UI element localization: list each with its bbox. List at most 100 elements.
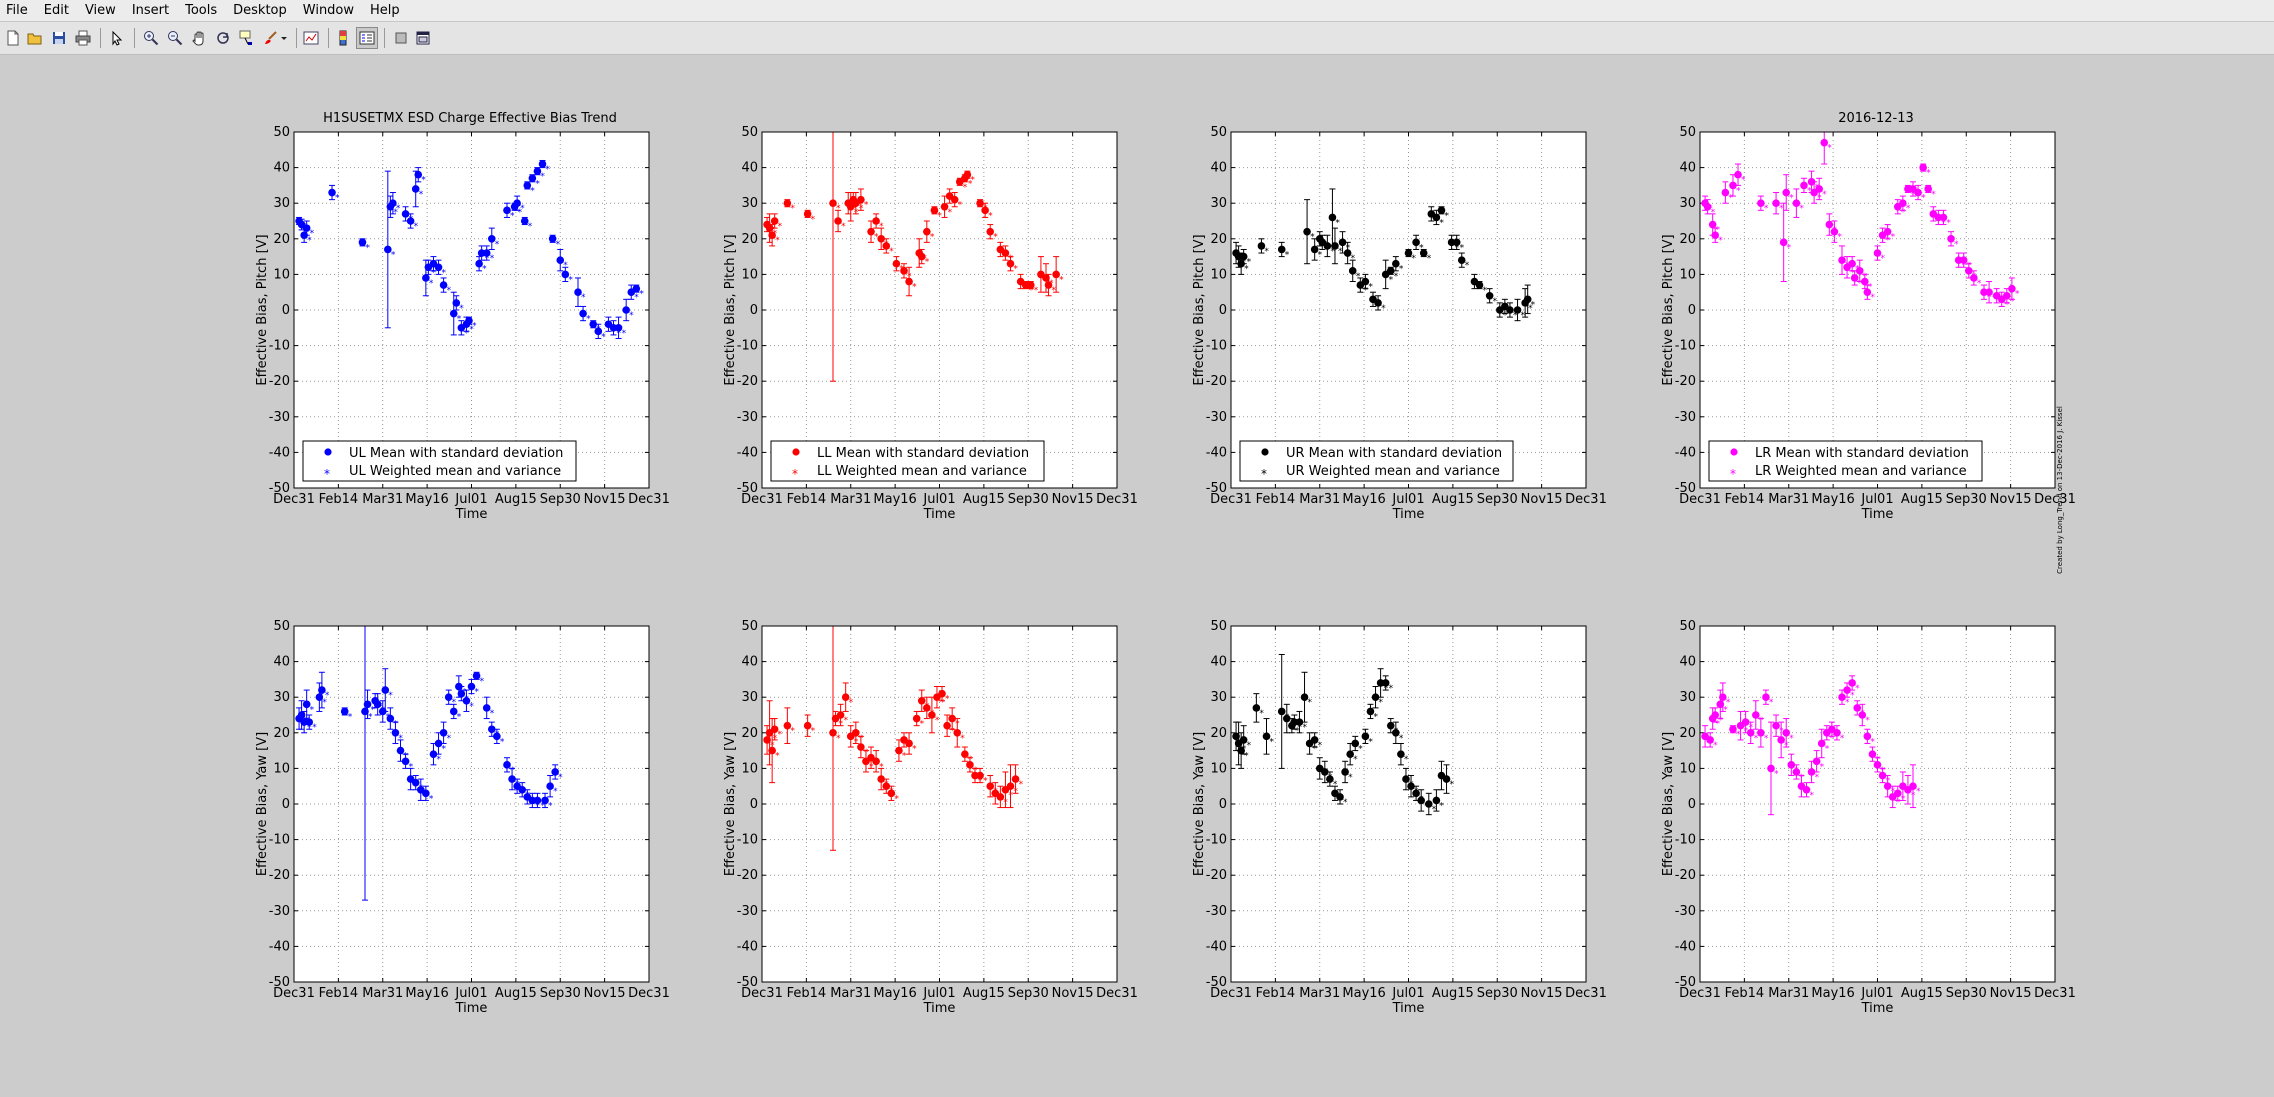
weighted-mean-point: *	[1822, 190, 1827, 200]
new-figure-icon[interactable]	[2, 27, 24, 49]
mean-point	[923, 227, 931, 236]
subplot-ur-pitch: Dec31 Feb14 Mar31 May16 Jul01 Aug15 Sep30 Nov15…	[1192, 125, 1607, 522]
weighted-mean-point: *	[1439, 218, 1444, 228]
menu-file[interactable]: File	[6, 3, 28, 18]
weighted-mean-point: *	[841, 222, 846, 232]
weighted-mean-point: *	[1379, 698, 1384, 708]
rotate-3d-icon[interactable]	[212, 27, 234, 49]
weighted-mean-point: *	[1726, 698, 1731, 708]
mean-point	[768, 231, 776, 240]
axes-box	[1699, 625, 2056, 983]
y-tick-label: 40	[1679, 655, 1696, 670]
menu-window[interactable]: Window	[302, 3, 355, 18]
x-tick-label: Nov15	[584, 492, 626, 507]
legend: LL Mean with standard deviation * LL Weigh…	[770, 440, 1045, 482]
x-tick-label: Dec31	[628, 492, 670, 507]
mean-point	[487, 725, 496, 734]
mean-point	[414, 170, 423, 179]
y-tick-label: -30	[737, 904, 758, 919]
y-tick-label: -30	[269, 904, 290, 919]
weighted-mean-point: *	[1247, 258, 1252, 268]
link-plot-icon[interactable]	[300, 27, 322, 49]
y-tick-label: -40	[737, 939, 758, 954]
data-series: **************************************	[1232, 653, 1455, 816]
weighted-mean-point: *	[958, 201, 963, 211]
weighted-mean-point: *	[1450, 780, 1455, 790]
weighted-mean-point: *	[1711, 208, 1716, 218]
dropdown-arrow-icon[interactable]	[278, 27, 290, 49]
menu-desktop[interactable]: Desktop	[233, 3, 287, 18]
legend-box	[1708, 440, 1983, 482]
legend-entry-mean: LR Mean with standard deviation	[1755, 446, 1969, 461]
weighted-mean-point: *	[1270, 737, 1275, 747]
mean-point	[1830, 227, 1839, 236]
mean-point	[452, 299, 461, 307]
weighted-mean-point: *	[1906, 204, 1911, 214]
brush-icon[interactable]	[260, 27, 282, 49]
legend-icon[interactable]	[356, 27, 378, 49]
y-tick-label: -20	[737, 374, 758, 389]
mean-point	[556, 256, 565, 264]
zoom-out-icon[interactable]	[164, 27, 186, 49]
weighted-mean-point: *	[993, 233, 998, 243]
weighted-mean-point: *	[1528, 304, 1533, 314]
menu-insert[interactable]: Insert	[131, 3, 170, 18]
mean-point	[1751, 711, 1760, 719]
legend-entry-weighted: UL Weighted mean and variance	[349, 464, 561, 479]
mean-point	[953, 729, 962, 737]
y-tick-label: -20	[1206, 868, 1227, 883]
weighted-mean-point: *	[307, 236, 312, 246]
mean-point	[444, 693, 453, 701]
save-icon[interactable]	[48, 27, 70, 49]
legend-box	[770, 440, 1045, 482]
menu-edit[interactable]: Edit	[43, 3, 69, 18]
weighted-mean-point: *	[922, 254, 927, 264]
show-tools-icon[interactable]	[412, 27, 434, 49]
weighted-mean-point: *	[1728, 194, 1733, 204]
mean-point	[546, 782, 554, 790]
x-tick-label: Dec31	[2034, 492, 2076, 507]
y-tick-label: 10	[1679, 267, 1696, 282]
weighted-mean-point: *	[1285, 250, 1290, 260]
y-tick-label: -30	[1206, 904, 1227, 919]
plot-area	[1231, 626, 1586, 982]
mean-point	[1371, 693, 1380, 701]
mean-point	[930, 206, 939, 215]
open-file-icon[interactable]	[24, 27, 46, 49]
weighted-mean-point: *	[388, 691, 393, 701]
mean-point	[1341, 768, 1349, 776]
data-cursor-icon[interactable]	[236, 27, 258, 49]
pan-icon[interactable]	[188, 27, 210, 49]
data-series: ****************************************…	[1701, 132, 2020, 310]
mean-point	[1310, 245, 1319, 254]
print-icon[interactable]	[72, 27, 94, 49]
mean-point	[1026, 281, 1035, 289]
weighted-mean-point: *	[775, 752, 780, 762]
menu-view[interactable]: View	[84, 3, 116, 18]
weighted-mean-point: *	[836, 204, 841, 214]
menu-help[interactable]: Help	[370, 3, 400, 18]
x-tick-label: Dec31	[273, 986, 315, 1001]
mean-point	[961, 750, 969, 758]
plot-area	[294, 132, 649, 488]
weighted-mean-point: *	[879, 222, 884, 232]
colorbar-icon[interactable]	[332, 27, 354, 49]
y-tick-label: -20	[269, 868, 290, 883]
mean-point	[518, 785, 527, 794]
x-axis-label: Time	[455, 507, 488, 522]
edit-plot-icon[interactable]	[106, 27, 128, 49]
mean-point	[1820, 138, 1829, 147]
mean-point	[2003, 291, 2011, 300]
weighted-mean-point: *	[464, 329, 469, 339]
mean-point	[1746, 729, 1755, 737]
x-tick-label: Dec31	[741, 986, 783, 1001]
hide-tools-icon[interactable]	[390, 27, 412, 49]
subplot-lr-pitch: Dec31 Feb14 Mar31 May16 Jul01 Aug15 Sep30 Nov15…	[1661, 125, 2076, 522]
menu-tools[interactable]: Tools	[185, 3, 218, 18]
zoom-in-icon[interactable]	[140, 27, 162, 49]
mean-point	[1772, 721, 1780, 730]
weighted-mean-point: *	[948, 208, 953, 218]
weighted-mean-point: *	[1810, 791, 1815, 801]
mean-point	[1703, 202, 1712, 211]
mean-point	[406, 217, 415, 225]
